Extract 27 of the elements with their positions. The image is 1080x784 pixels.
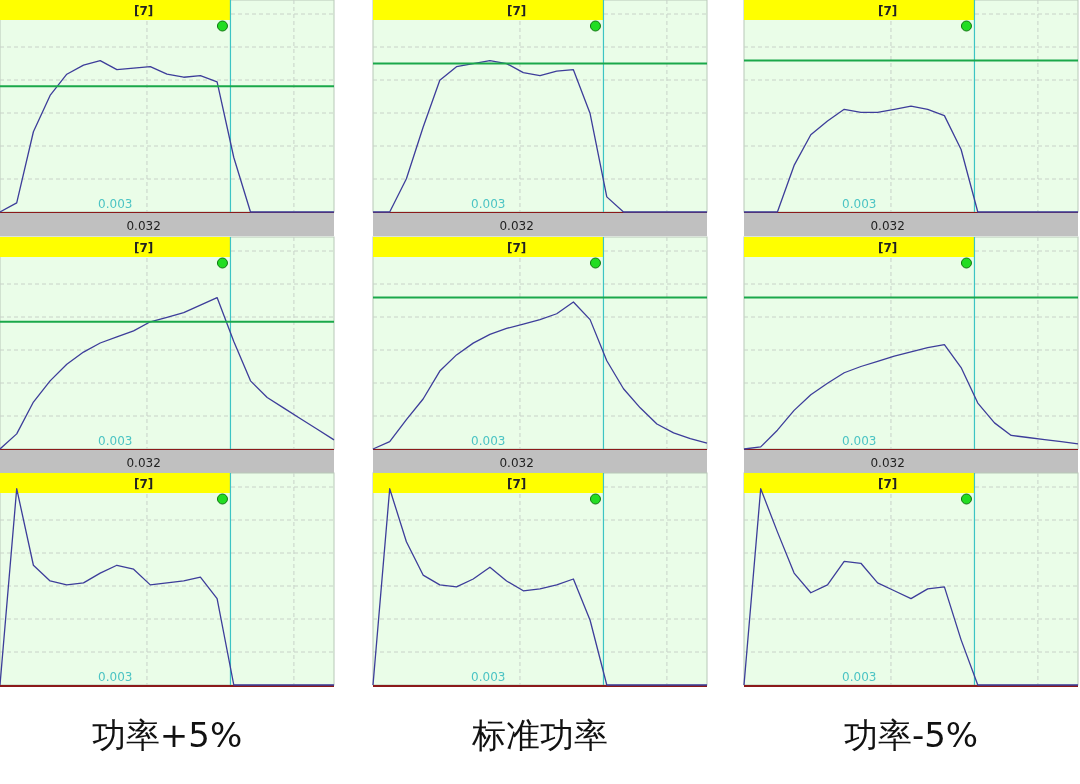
annotation: [7] [506,477,527,491]
text: [7] [506,4,527,18]
text: 0.032 [126,219,161,233]
text: 0.032 [870,219,905,233]
annotation: [7] [133,477,154,491]
annotation: 0.003 [98,670,133,684]
annotation: 0.003 [842,670,877,684]
annotation: 0.003 [98,197,133,211]
annotation: 0.003 [842,197,877,211]
text: 0.032 [499,456,534,470]
text: [7] [877,241,898,255]
text: 0.032 [870,456,905,470]
text: 0.032 [126,456,161,470]
annotation: 0.003 [471,670,506,684]
annotation: [7] [877,477,898,491]
x-axis-title: 标准功率 [471,715,608,755]
x-axis-title: 功率+5% [91,715,243,755]
text: 0.032 [499,219,534,233]
text: [7] [133,241,154,255]
x-axis-title: 功率-5% [843,715,979,755]
annotation: 0.003 [471,434,506,448]
annotation: 0.003 [471,197,506,211]
annotation: 0.003 [98,434,133,448]
text: [7] [877,4,898,18]
text: [7] [133,4,154,18]
text: [7] [506,241,527,255]
annotation: 0.003 [842,434,877,448]
